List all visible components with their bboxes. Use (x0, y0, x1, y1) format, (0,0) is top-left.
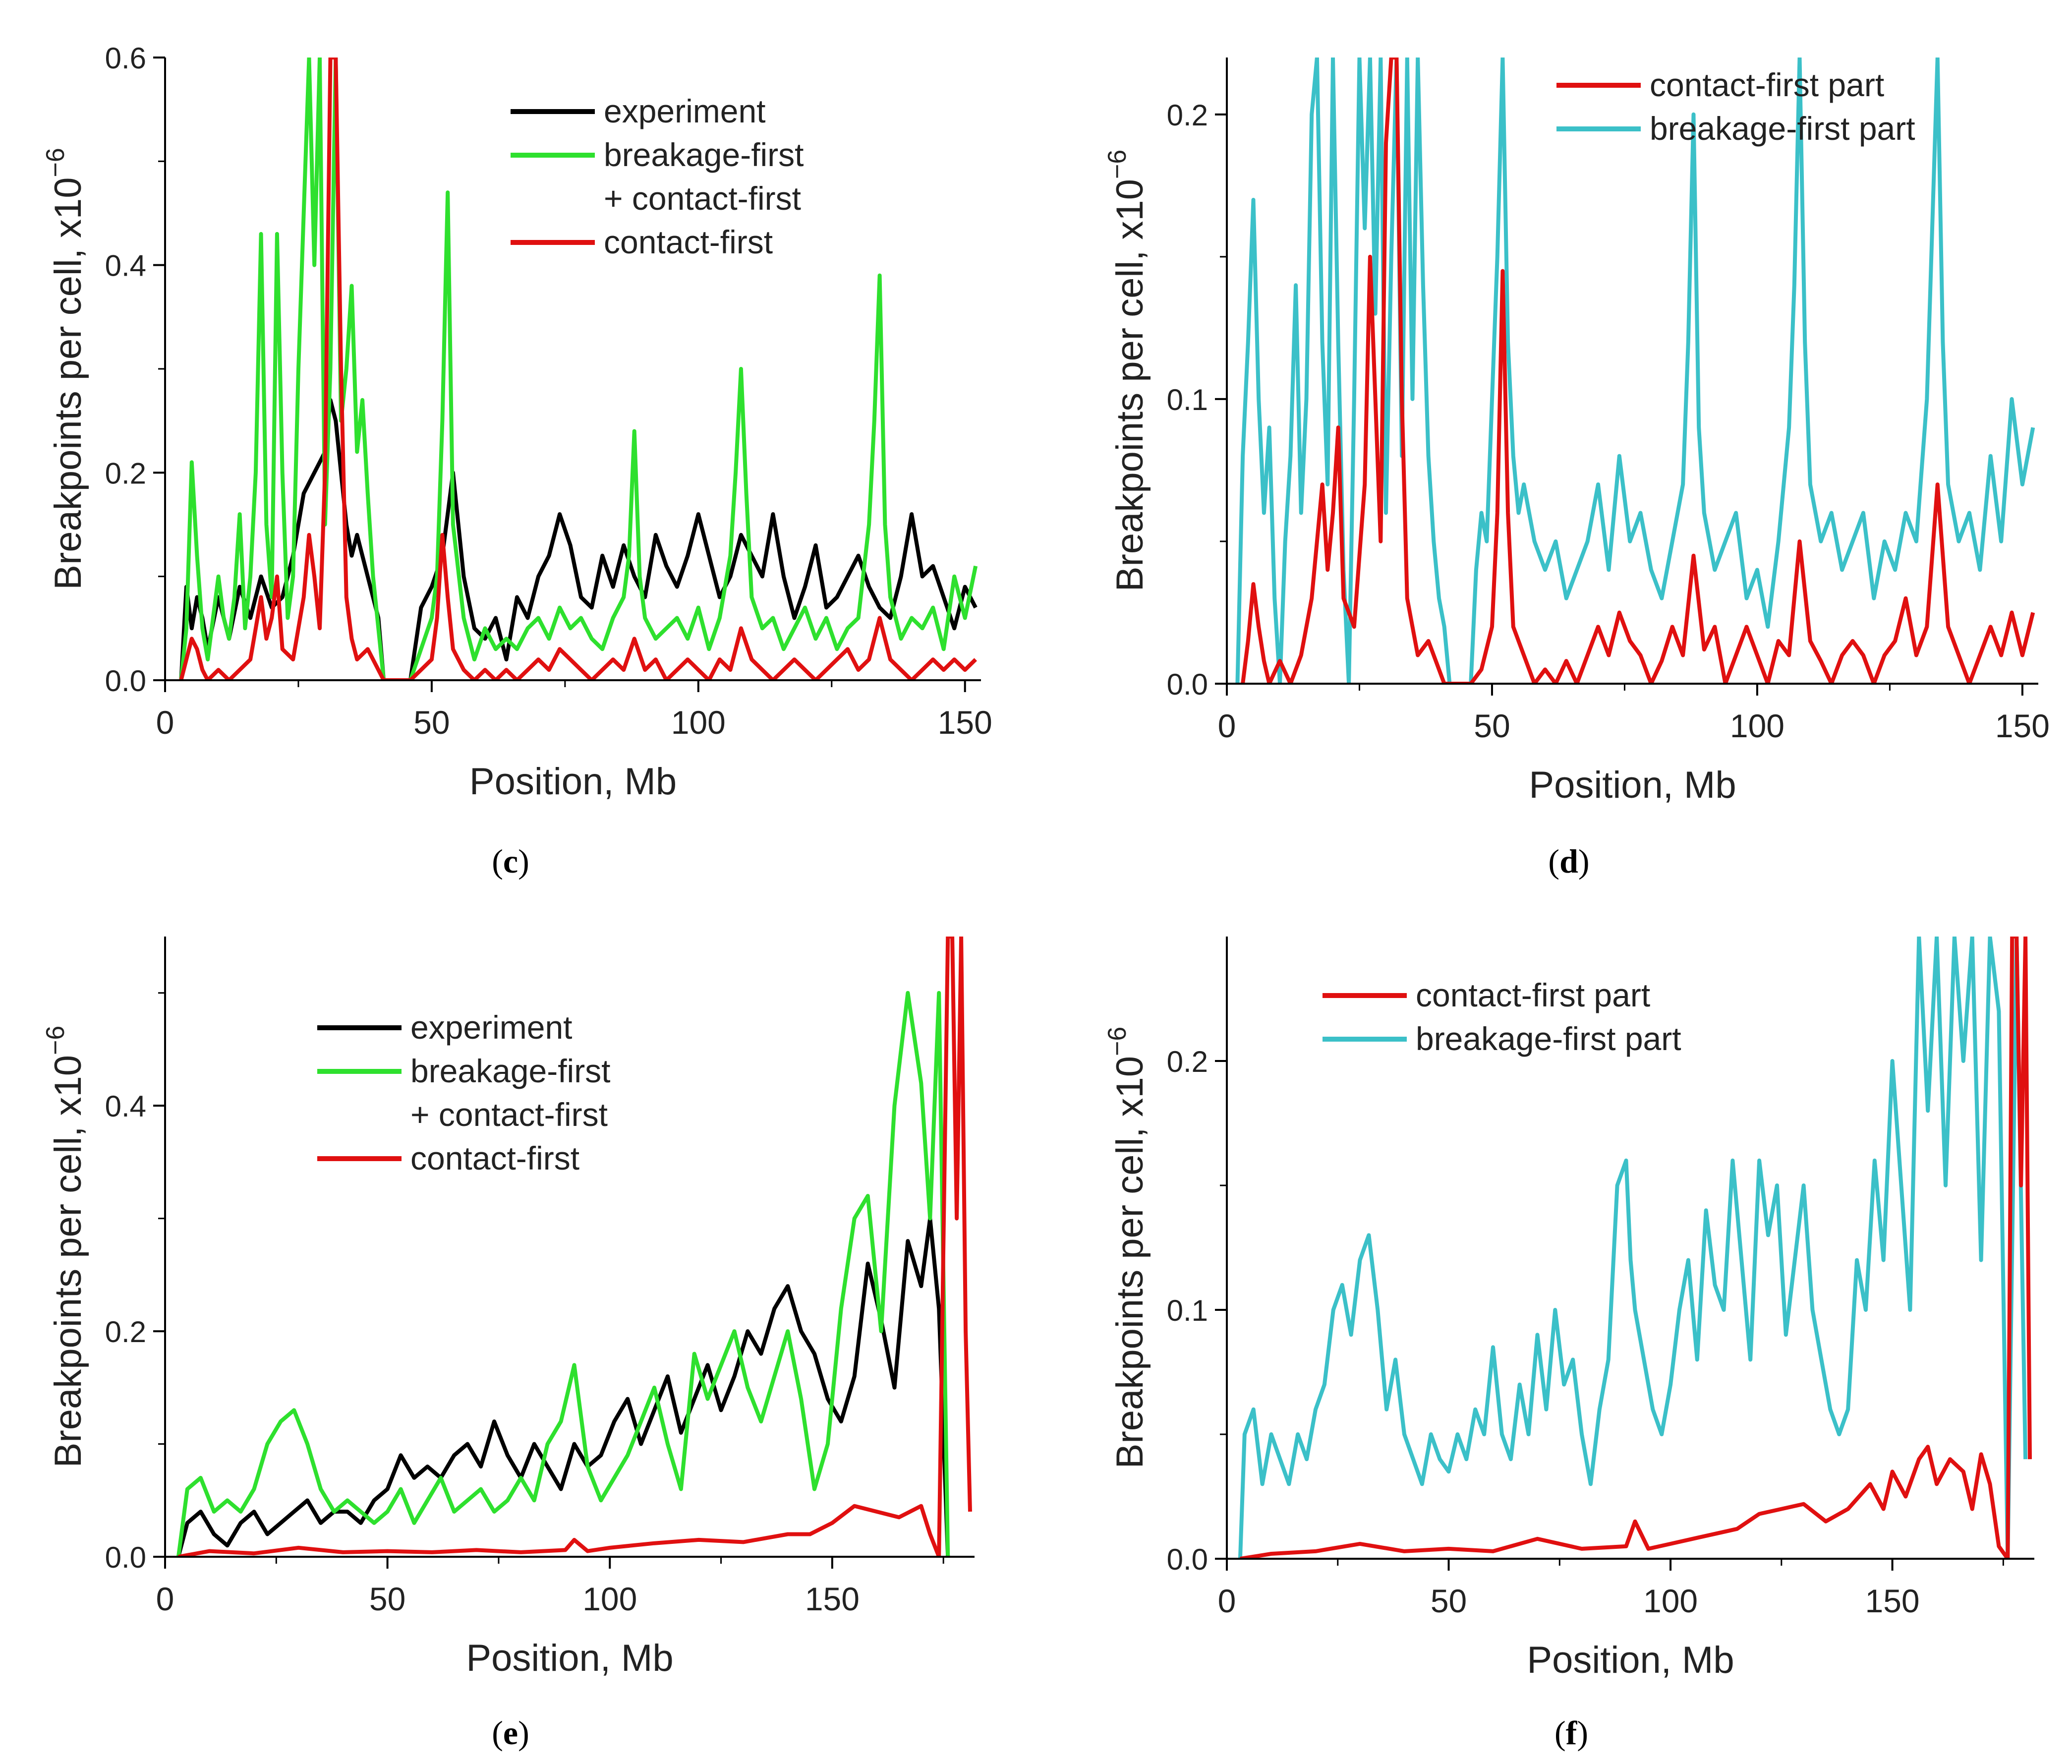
y-tick-label: 0.0 (105, 664, 146, 698)
y-axis-label: Breakpoints per cell, x10−6 (1103, 150, 1151, 592)
y-tick-label: 0.6 (105, 42, 146, 75)
y-tick-label: 0.1 (1167, 1294, 1208, 1327)
x-axis-label: Position, Mb (1529, 764, 1736, 806)
x-tick-label: 50 (1474, 707, 1510, 744)
x-tick-label: 50 (1431, 1583, 1467, 1619)
legend-label: contact-first (410, 1140, 579, 1176)
panel-e-chart: 0 50 100 150 0.0 0.2 0.4 Position, Mb Breakpoint… (41, 937, 975, 1752)
x-tick-label: 0 (156, 704, 174, 741)
panel-caption: (e) (492, 1714, 529, 1752)
panel-f-chart: 0 50 100 150 0.0 0.1 0.2 Position, Mb Breakpoint… (1103, 937, 2034, 1752)
legend-label: contact-first (604, 224, 773, 260)
series-line-contact-first-part (1240, 937, 2032, 1559)
y-tick-label: 0.2 (1167, 99, 1208, 132)
panel-caption: (d) (1548, 842, 1589, 880)
y-tick-label: 0.0 (105, 1541, 146, 1574)
y-axis-label: Breakpoints per cell, x10−6 (41, 148, 89, 590)
y-tick-label: 0.1 (1167, 383, 1208, 416)
legend-label-continued: + contact-first (410, 1096, 608, 1133)
series-line-breakage-first-part (1235, 58, 2035, 684)
x-tick-label: 100 (671, 704, 726, 741)
panel-caption: (f) (1554, 1714, 1588, 1752)
series-line-breakage-first-contact-first (179, 58, 978, 680)
x-tick-label: 150 (938, 704, 992, 741)
legend-label-continued: + contact-first (604, 180, 801, 217)
series-line-breakage-first-part (1238, 937, 2028, 1559)
legend-label: contact-first part (1416, 977, 1650, 1013)
x-tick-label: 100 (1730, 707, 1784, 744)
x-tick-label: 50 (413, 704, 450, 741)
panel-c-chart: 0 50 100 150 0.0 0.2 0.4 0.6 Position, Mb Breakpo… (41, 42, 992, 880)
series-line-breakage-first-contact-first (176, 991, 950, 1557)
x-tick-label: 50 (369, 1581, 405, 1617)
panel-d-chart: 0 50 100 150 0.0 0.1 0.2 Position, Mb Breakpoint… (1103, 58, 2050, 880)
legend-label: experiment (410, 1009, 573, 1046)
x-tick-label: 100 (582, 1581, 637, 1617)
legend-label: breakage-first (604, 136, 804, 173)
legend-label: breakage-first part (1416, 1020, 1681, 1057)
legend-label: contact-first part (1650, 66, 1884, 103)
x-tick-label: 100 (1643, 1583, 1698, 1619)
series-line-contact-first (179, 58, 977, 680)
x-tick-label: 150 (1865, 1583, 1920, 1619)
y-tick-label: 0.2 (105, 1315, 146, 1349)
y-tick-label: 0.2 (105, 457, 146, 490)
y-tick-label: 0.4 (105, 1090, 146, 1123)
x-tick-label: 0 (1218, 1583, 1236, 1619)
x-axis-label: Position, Mb (1527, 1639, 1734, 1681)
series-group (1235, 58, 2035, 684)
legend-label: breakage-first part (1650, 110, 1915, 147)
y-tick-label: 0.2 (1167, 1045, 1208, 1078)
x-tick-label: 150 (1995, 707, 2050, 744)
legend-label: experiment (604, 93, 766, 129)
y-axis-label: Breakpoints per cell, x10−6 (1103, 1027, 1151, 1469)
x-tick-label: 0 (156, 1581, 174, 1617)
x-tick-label: 150 (805, 1581, 860, 1617)
y-tick-label: 0.4 (105, 249, 146, 283)
panel-caption: (c) (492, 842, 529, 880)
series-line-contact-first (178, 937, 972, 1557)
legend-label: breakage-first (410, 1053, 611, 1089)
series-group (176, 937, 972, 1557)
series-line-experiment (179, 398, 978, 680)
x-axis-label: Position, Mb (469, 761, 677, 803)
y-axis-label: Breakpoints per cell, x10−6 (41, 1026, 89, 1468)
x-axis-label: Position, Mb (466, 1637, 673, 1679)
y-tick-label: 0.0 (1167, 1543, 1208, 1576)
series-group (179, 58, 978, 680)
y-tick-label: 0.0 (1167, 668, 1208, 701)
series-line-contact-first-part (1241, 58, 2035, 684)
x-tick-label: 0 (1218, 707, 1236, 744)
series-group (1238, 937, 2032, 1559)
